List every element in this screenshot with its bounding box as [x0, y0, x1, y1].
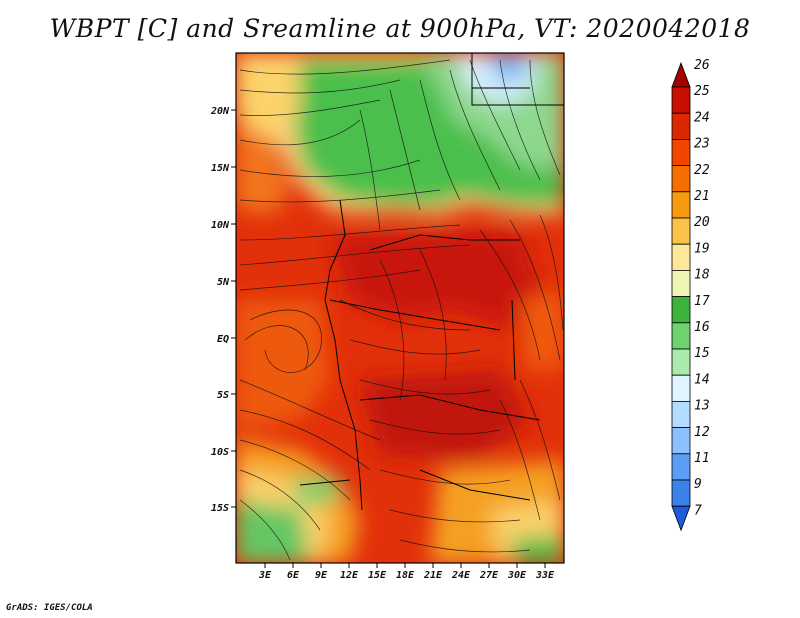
lon-label-21e: 21E: [423, 570, 443, 581]
colorbar-label: 25: [694, 84, 710, 99]
colorbar-swatch: [671, 243, 691, 271]
lon-label-6e: 6E: [287, 570, 300, 581]
colorbar-label: 16: [694, 320, 710, 335]
colorbar-swatch: [671, 191, 691, 219]
lon-label-18e: 18E: [396, 570, 415, 581]
map-frame: [235, 52, 565, 564]
colorbar-label: 11: [694, 451, 710, 466]
lat-label-10s: 10S: [211, 447, 229, 458]
chart-title: WBPT [C] and Sreamline at 900hPa, VT: 20…: [49, 14, 751, 43]
colorbar-label: 23: [694, 137, 710, 152]
colorbar-swatch: [671, 400, 691, 428]
grads-credit: GrADS: IGES/COLA: [6, 603, 93, 613]
colorbar-label: 20: [694, 215, 710, 230]
colorbar-swatch: [671, 269, 691, 297]
colorbar-swatch: [671, 479, 691, 507]
colorbar-swatch: [671, 138, 691, 166]
colorbar-swatch: [671, 112, 691, 140]
colorbar-label: 19: [694, 241, 710, 256]
colorbar-swatch: [671, 322, 691, 350]
colorbar-label: 14: [694, 372, 710, 387]
lat-axis: 20N 15N 10N 5N EQ 5S 10S 15S: [210, 106, 236, 514]
wbpt-field: [236, 53, 564, 563]
lon-label-27e: 27E: [479, 570, 499, 581]
lat-label-eq: EQ: [217, 334, 229, 345]
lat-label-15n: 15N: [211, 163, 230, 174]
lon-label-30e: 30E: [507, 570, 527, 581]
colorbar-swatch: [671, 165, 691, 193]
streamlines: [239, 59, 564, 561]
colorbar: 26 25 24 23 22 21 20 19 18 17 16 15 14 13 12 11 9 7: [671, 58, 710, 532]
lon-label-33e: 33E: [535, 570, 555, 581]
colorbar-swatch: [671, 427, 691, 455]
colorbar-label: 24: [694, 110, 710, 125]
lat-label-15s: 15S: [211, 503, 229, 514]
lat-label-20n: 20N: [210, 106, 230, 117]
lon-label-9e: 9E: [315, 570, 328, 581]
colorbar-label: 7: [694, 503, 702, 518]
colorbar-swatch: [671, 296, 691, 324]
colorbar-label: 22: [694, 163, 710, 178]
colorbar-label: 17: [694, 294, 710, 309]
colorbar-label: 26: [694, 58, 710, 73]
colorbar-label: 18: [694, 268, 710, 283]
lon-label-15e: 15E: [368, 570, 387, 581]
lat-label-5n: 5N: [217, 277, 230, 288]
colorbar-swatch: [671, 453, 691, 481]
colorbar-top-arrow: [671, 61, 691, 88]
colorbar-label: 9: [694, 477, 702, 492]
colorbar-label: 15: [694, 346, 710, 361]
colorbar-swatch: [671, 348, 691, 376]
lat-label-5s: 5S: [217, 390, 229, 401]
lon-label-12e: 12E: [340, 570, 359, 581]
lon-label-3e: 3E: [258, 570, 272, 581]
colorbar-bottom-arrow: [671, 505, 691, 532]
lat-label-10n: 10N: [211, 220, 230, 231]
colorbar-label: 21: [694, 189, 710, 204]
colorbar-swatch: [671, 217, 691, 245]
lon-label-24e: 24E: [451, 570, 471, 581]
colorbar-swatch: [671, 374, 691, 402]
colorbar-label: 12: [694, 425, 710, 440]
country-borders: [299, 53, 564, 511]
colorbar-swatch: [671, 86, 691, 114]
lon-axis: 3E 6E 9E 12E 15E 18E 21E 24E 27E 30E 33E: [258, 563, 555, 581]
colorbar-label: 13: [694, 399, 710, 414]
